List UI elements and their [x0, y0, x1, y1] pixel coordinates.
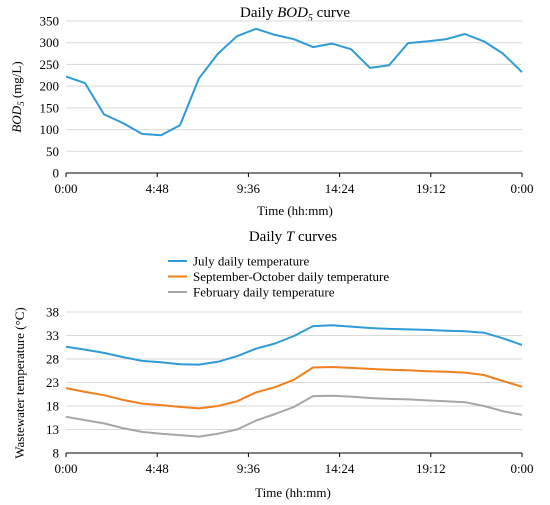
bod-chart-title: Daily BOD5 curve: [240, 5, 350, 24]
temperature-x-tick-label: 0:00: [510, 461, 533, 476]
temperature-x-tick-label: 4:48: [146, 461, 169, 476]
temperature-y-axis-label: Wastewater temperature (°C): [12, 307, 27, 458]
bod-x-tick-label: 0:00: [54, 181, 77, 196]
temperature-series-line-1: [65, 366, 523, 410]
temperature-gridlines: [66, 311, 522, 430]
temperature-y-tick-label: 23: [46, 375, 59, 390]
bod-x-tick-label: 19:12: [416, 181, 446, 196]
temperature-x-tick-label: 14:24: [325, 461, 355, 476]
bod-x-tick-labels: 0:00 4:48 9:36 14:24 19:12 0:00: [54, 173, 534, 196]
bod-y-tick-label: 350: [40, 14, 60, 29]
temperature-x-tick-label: 0:00: [54, 461, 77, 476]
temperature-x-tick-labels: 0:00 4:48 9:36 14:24 19:12 0:00: [54, 453, 534, 476]
bod-series-line-0: [65, 27, 523, 137]
bod-y-tick-labels: 0 50 100 150 200 250 300 350: [40, 14, 60, 181]
legend-entry-label: February daily temperature: [193, 285, 335, 300]
temperature-y-tick-label: 13: [46, 422, 59, 437]
temperature-x-tick-label: 9:36: [237, 461, 261, 476]
bod-x-axis-label: Time (hh:mm): [257, 203, 333, 218]
legend-entry-label: July daily temperature: [193, 254, 309, 269]
bod-y-tick-label: 150: [40, 100, 60, 115]
temperature-series-line-2: [65, 394, 523, 438]
temperature-y-tick-labels: 8 13 18 23 28 33 38: [46, 305, 59, 461]
bod-series: [65, 27, 523, 137]
bod-y-tick-label: 250: [40, 57, 60, 72]
temperature-series: [65, 324, 523, 438]
bod-x-tick-label: 9:36: [237, 181, 261, 196]
bod-y-tick-label: 300: [40, 35, 60, 50]
temperature-series-line-0: [65, 324, 523, 366]
temperature-y-tick-label: 8: [53, 446, 60, 461]
temperature-chart: Daily T curves July daily temperatureSep…: [12, 229, 534, 500]
temperature-y-tick-label: 28: [46, 352, 59, 367]
temperature-y-tick-label: 38: [46, 305, 59, 320]
temperature-y-tick-label: 33: [46, 328, 59, 343]
temperature-legend: July daily temperatureSeptember-October …: [168, 254, 389, 300]
temperature-y-tick-label: 18: [46, 399, 59, 414]
temperature-x-tick-label: 19:12: [416, 461, 446, 476]
bod-y-tick-label: 100: [40, 122, 60, 137]
bod-y-tick-label: 200: [40, 79, 60, 94]
temperature-x-axis-label: Time (hh:mm): [255, 485, 331, 500]
bod-x-tick-label: 0:00: [510, 181, 533, 196]
bod-chart: Daily BOD5 curve 0 50 100 150 200 250 300 350 0…: [9, 5, 534, 218]
legend-entry-label: September-October daily temperature: [193, 269, 389, 284]
bod-x-tick-label: 4:48: [146, 181, 169, 196]
bod-y-tick-label: 0: [53, 166, 60, 181]
bod-y-axis-label: BOD5 (mg/L): [9, 61, 26, 132]
bod-y-tick-label: 50: [46, 144, 59, 159]
bod-x-tick-label: 14:24: [325, 181, 355, 196]
bod-gridlines: [66, 20, 522, 152]
temperature-chart-title: Daily T curves: [249, 229, 337, 245]
